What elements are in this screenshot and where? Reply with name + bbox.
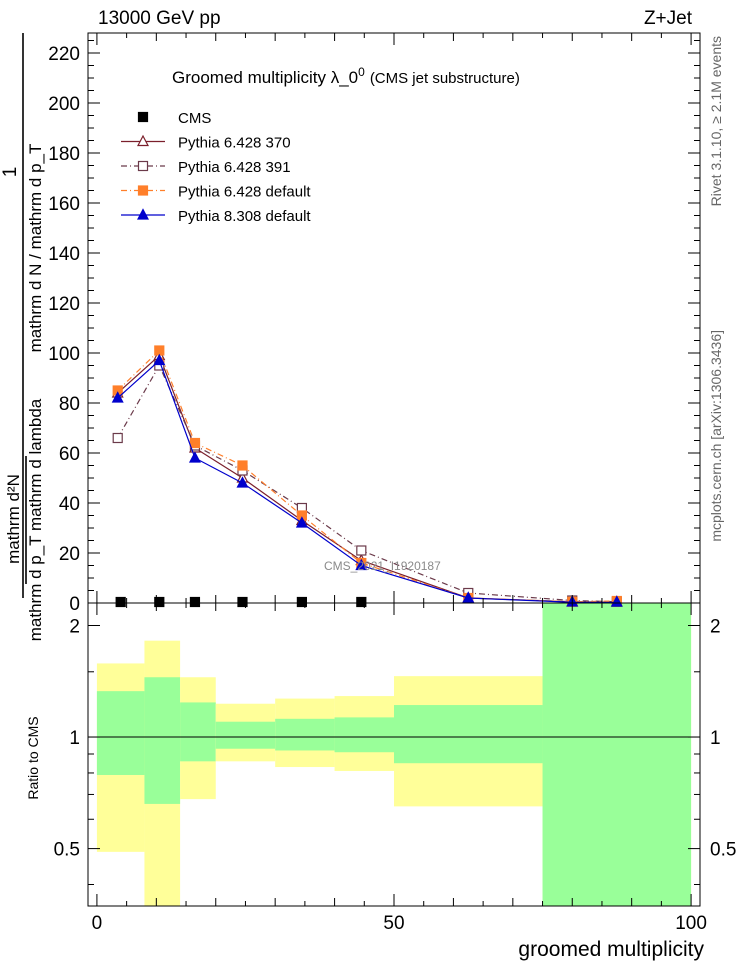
legend-marker — [137, 185, 149, 196]
series-0 — [115, 596, 367, 608]
ylabel-top-denominator: mathrm d N / mathrm d p_T — [26, 144, 45, 353]
mcplots-label: mcplots.cern.ch [arXiv:1306.3436] — [708, 330, 724, 542]
ratio-band-inner — [275, 718, 335, 751]
ylabel-bottom-numerator: mathrm d²N — [4, 474, 23, 564]
main-ytick-label: 120 — [48, 294, 80, 315]
ratio-xtick-label: 50 — [383, 913, 404, 934]
data-point — [111, 391, 124, 403]
ratio-xlabel: groomed multiplicity — [518, 938, 704, 961]
ylabel-top-numerator: 1 — [0, 167, 21, 178]
data-point — [189, 437, 201, 449]
energy-label: 13000 GeV pp — [98, 8, 221, 29]
ratio-band-inner — [394, 705, 543, 764]
main-ylabel: 1 mathrm d²N — [0, 33, 24, 598]
main-ytick-label: 100 — [48, 344, 80, 365]
data-point — [153, 353, 166, 366]
main-ytick-label: 60 — [59, 444, 80, 465]
ratio-band-inner — [96, 691, 145, 775]
main-ytick-label: 0 — [69, 594, 80, 615]
axes-layer: 0 20 40 60 80 100 120 140 160 180 200 220 0 50 100 0.5 0… — [48, 32, 736, 934]
legend-label: CMS — [178, 110, 211, 127]
analysis-watermark: CMS_2021_I1920187 — [324, 559, 441, 573]
legend-label: Pythia 6.428 370 — [178, 135, 291, 152]
ratio-bands — [88, 603, 700, 906]
ratio-band-inner — [180, 702, 216, 762]
ratio-ytick-label: 0.5 — [54, 840, 80, 861]
ratio-xtick-label: 100 — [675, 913, 707, 934]
main-ytick-label: 80 — [59, 394, 80, 415]
data-point — [188, 451, 201, 463]
data-point — [154, 345, 165, 356]
main-ytick-label: 180 — [48, 144, 80, 165]
data-point — [112, 432, 123, 444]
legend-marker — [137, 134, 149, 147]
chart-title: Groomed multiplicity λ_00 (CMS jet substr… — [172, 65, 520, 87]
process-label: Z+Jet — [643, 8, 692, 29]
data-point — [115, 596, 126, 608]
rivet-label: Rivet 3.1.10, ≥ 2.1M events — [708, 36, 724, 206]
ratio-ytick-label-right: 1 — [710, 728, 721, 749]
legend-label: Pythia 6.428 default — [178, 184, 311, 201]
data-point — [296, 596, 308, 608]
ratio-ylabel: Ratio to CMS — [25, 716, 41, 799]
data-point — [356, 596, 367, 608]
data-point — [237, 460, 248, 471]
ratio-ytick-label: 2 — [69, 616, 80, 637]
data-point — [295, 516, 308, 528]
ratio-band-inner — [542, 603, 692, 906]
data-point — [355, 558, 368, 571]
main-ytick-label: 140 — [48, 244, 80, 265]
legend-marker — [137, 160, 149, 172]
main-ytick-label: 40 — [59, 494, 80, 515]
main-ytick-label: 20 — [59, 544, 80, 565]
main-ytick-label: 160 — [48, 194, 80, 215]
legend-label: Pythia 8.308 default — [178, 208, 311, 225]
data-point — [154, 596, 165, 608]
data-point — [356, 545, 367, 556]
ratio-ytick-label-right: 2 — [710, 616, 721, 637]
ratio-ytick-label: 1 — [69, 728, 80, 749]
ratio-ytick-label-right: 0.5 — [710, 840, 736, 861]
ylabel-bottom-denominator: mathrm d p_T mathrm d lambda — [26, 398, 45, 641]
data-point — [189, 596, 201, 608]
ratio-xtick-label: 0 — [92, 913, 103, 934]
data-point — [237, 596, 248, 608]
main-ytick-label: 200 — [48, 94, 80, 115]
ratio-band-inner — [334, 717, 394, 753]
data-point — [610, 595, 623, 607]
data-point — [462, 591, 475, 603]
data-point — [236, 476, 249, 488]
legend-marker — [137, 208, 149, 220]
main-ytick-label: 220 — [48, 44, 80, 65]
legend-label: Pythia 6.428 391 — [178, 159, 291, 176]
legend-marker — [137, 111, 149, 123]
legend: CMS Pythia 6.428 370 Pythia 6.428 391 Pythi… — [121, 110, 311, 225]
ratio-band-inner — [215, 721, 276, 749]
ratio-band-inner — [144, 677, 181, 804]
